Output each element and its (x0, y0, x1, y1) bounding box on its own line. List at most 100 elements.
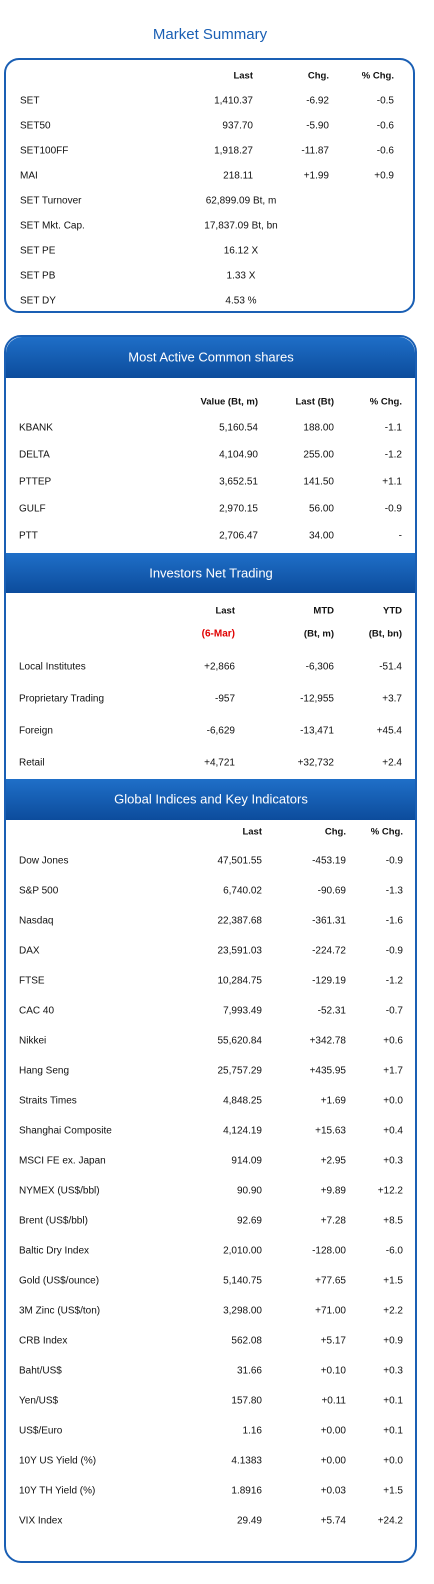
row-label: SET DY (20, 296, 56, 307)
cell-value: +7.28 (321, 1216, 347, 1227)
cell-value: 56.00 (309, 504, 334, 515)
cell-value: 218.11 (223, 171, 253, 182)
cell-value: +2.4 (382, 758, 402, 769)
cell-value: -1.3 (386, 886, 404, 897)
cell-value: +3.7 (382, 694, 402, 705)
row-label: CAC 40 (19, 1006, 54, 1017)
row-label: NYMEX (US$/bbl) (19, 1186, 100, 1197)
row-label: SET PE (20, 246, 56, 257)
row-label: PTTEP (19, 477, 52, 488)
row-label: Shanghai Composite (19, 1126, 112, 1137)
cell-value: +0.03 (321, 1486, 347, 1497)
cell-value: +32,732 (298, 758, 335, 769)
cell-value: +0.0 (383, 1456, 403, 1467)
page-title: Market Summary (153, 26, 268, 43)
section-bar (6, 553, 415, 593)
cell-value: -0.9 (386, 856, 404, 867)
cell-value: +1.1 (382, 477, 402, 488)
cell-value: -1.1 (385, 423, 403, 434)
cell-value: +12.2 (378, 1186, 404, 1197)
cell-value: +1.7 (383, 1066, 403, 1077)
cell-value: -1.2 (385, 450, 403, 461)
cell-value: 1.33 X (227, 271, 256, 282)
column-subheader: (Bt, bn) (369, 629, 402, 640)
row-label: Yen/US$ (19, 1396, 59, 1407)
column-header: % Chg. (362, 71, 394, 82)
row-label: SET PB (20, 271, 56, 282)
cell-value: -5.90 (306, 121, 329, 132)
cell-value: +9.89 (321, 1186, 347, 1197)
cell-value: 157.80 (231, 1396, 262, 1407)
cell-value: 4,848.25 (223, 1096, 262, 1107)
row-label: GULF (19, 504, 46, 515)
column-header: YTD (383, 606, 402, 617)
cell-value: 562.08 (231, 1336, 262, 1347)
summary-box (4, 58, 415, 313)
cell-value: 34.00 (309, 531, 334, 542)
row-label: PTT (19, 531, 38, 542)
cell-value: 25,757.29 (218, 1066, 263, 1077)
column-header: Value (Bt, m) (200, 397, 258, 408)
cell-value: -1.2 (386, 976, 404, 987)
cell-value: 7,993.49 (223, 1006, 262, 1017)
cell-value: -957 (215, 694, 235, 705)
cell-value: +5.17 (321, 1336, 347, 1347)
cell-value: -361.31 (312, 916, 346, 927)
cell-value: -128.00 (312, 1246, 346, 1257)
row-label: MAI (20, 171, 38, 182)
row-label: Baht/US$ (19, 1366, 62, 1377)
cell-value: -129.19 (312, 976, 346, 987)
cell-value: 4.53 % (225, 296, 256, 307)
cell-value: -0.7 (386, 1006, 404, 1017)
cell-value: +0.1 (383, 1426, 403, 1437)
row-label: Local Institutes (19, 662, 86, 673)
cell-value: 1,918.27 (214, 146, 253, 157)
cell-value: -6,629 (207, 726, 236, 737)
cell-value: 2,970.15 (219, 504, 258, 515)
cell-value: 62,899.09 Bt, m (206, 196, 277, 207)
cell-value: 29.49 (237, 1516, 262, 1527)
cell-value: -0.5 (377, 96, 395, 107)
cell-value: +0.9 (374, 171, 394, 182)
cell-value: +0.11 (321, 1396, 346, 1407)
section-title: Investors Net Trading (149, 565, 273, 580)
cell-value: 937.70 (222, 121, 253, 132)
cell-value: 2,010.00 (223, 1246, 262, 1257)
row-label: MSCI FE ex. Japan (19, 1156, 106, 1167)
cell-value: 1,410.37 (214, 96, 253, 107)
row-label: S&P 500 (19, 886, 59, 897)
cell-value: -6.0 (386, 1246, 404, 1257)
row-label: Retail (19, 758, 45, 769)
row-label: CRB Index (19, 1336, 67, 1347)
cell-value: 5,160.54 (219, 423, 258, 434)
row-label: SET Turnover (20, 196, 82, 207)
column-header: % Chg. (370, 397, 402, 408)
cell-value: +77.65 (315, 1276, 346, 1287)
row-label: SET100FF (20, 146, 68, 157)
row-label: 10Y US Yield (%) (19, 1456, 96, 1467)
cell-value: +0.9 (383, 1336, 403, 1347)
cell-value: -13,471 (300, 726, 334, 737)
cell-value: 141.50 (303, 477, 334, 488)
cell-value: -0.6 (377, 146, 395, 157)
cell-value: 1.16 (243, 1426, 263, 1437)
cell-value: +0.3 (383, 1156, 403, 1167)
cell-value: +1.99 (304, 171, 330, 182)
row-label: 10Y TH Yield (%) (19, 1486, 95, 1497)
column-header: Last (215, 606, 235, 617)
cell-value: 16.12 X (224, 246, 259, 257)
cell-value: +0.10 (321, 1366, 347, 1377)
cell-value: 1.8916 (231, 1486, 262, 1497)
cell-value: -90.69 (318, 886, 347, 897)
cell-value: +1.5 (383, 1486, 403, 1497)
cell-value: 5,140.75 (223, 1276, 262, 1287)
column-header: Chg. (308, 71, 329, 82)
cell-value: +45.4 (377, 726, 403, 737)
cell-value: +1.69 (321, 1096, 347, 1107)
cell-value: +0.1 (383, 1396, 403, 1407)
cell-value: -52.31 (318, 1006, 347, 1017)
cell-value: -1.6 (386, 916, 404, 927)
cell-value: +2.95 (321, 1156, 347, 1167)
row-label: VIX Index (19, 1516, 62, 1527)
cell-value: +0.6 (383, 1036, 403, 1047)
